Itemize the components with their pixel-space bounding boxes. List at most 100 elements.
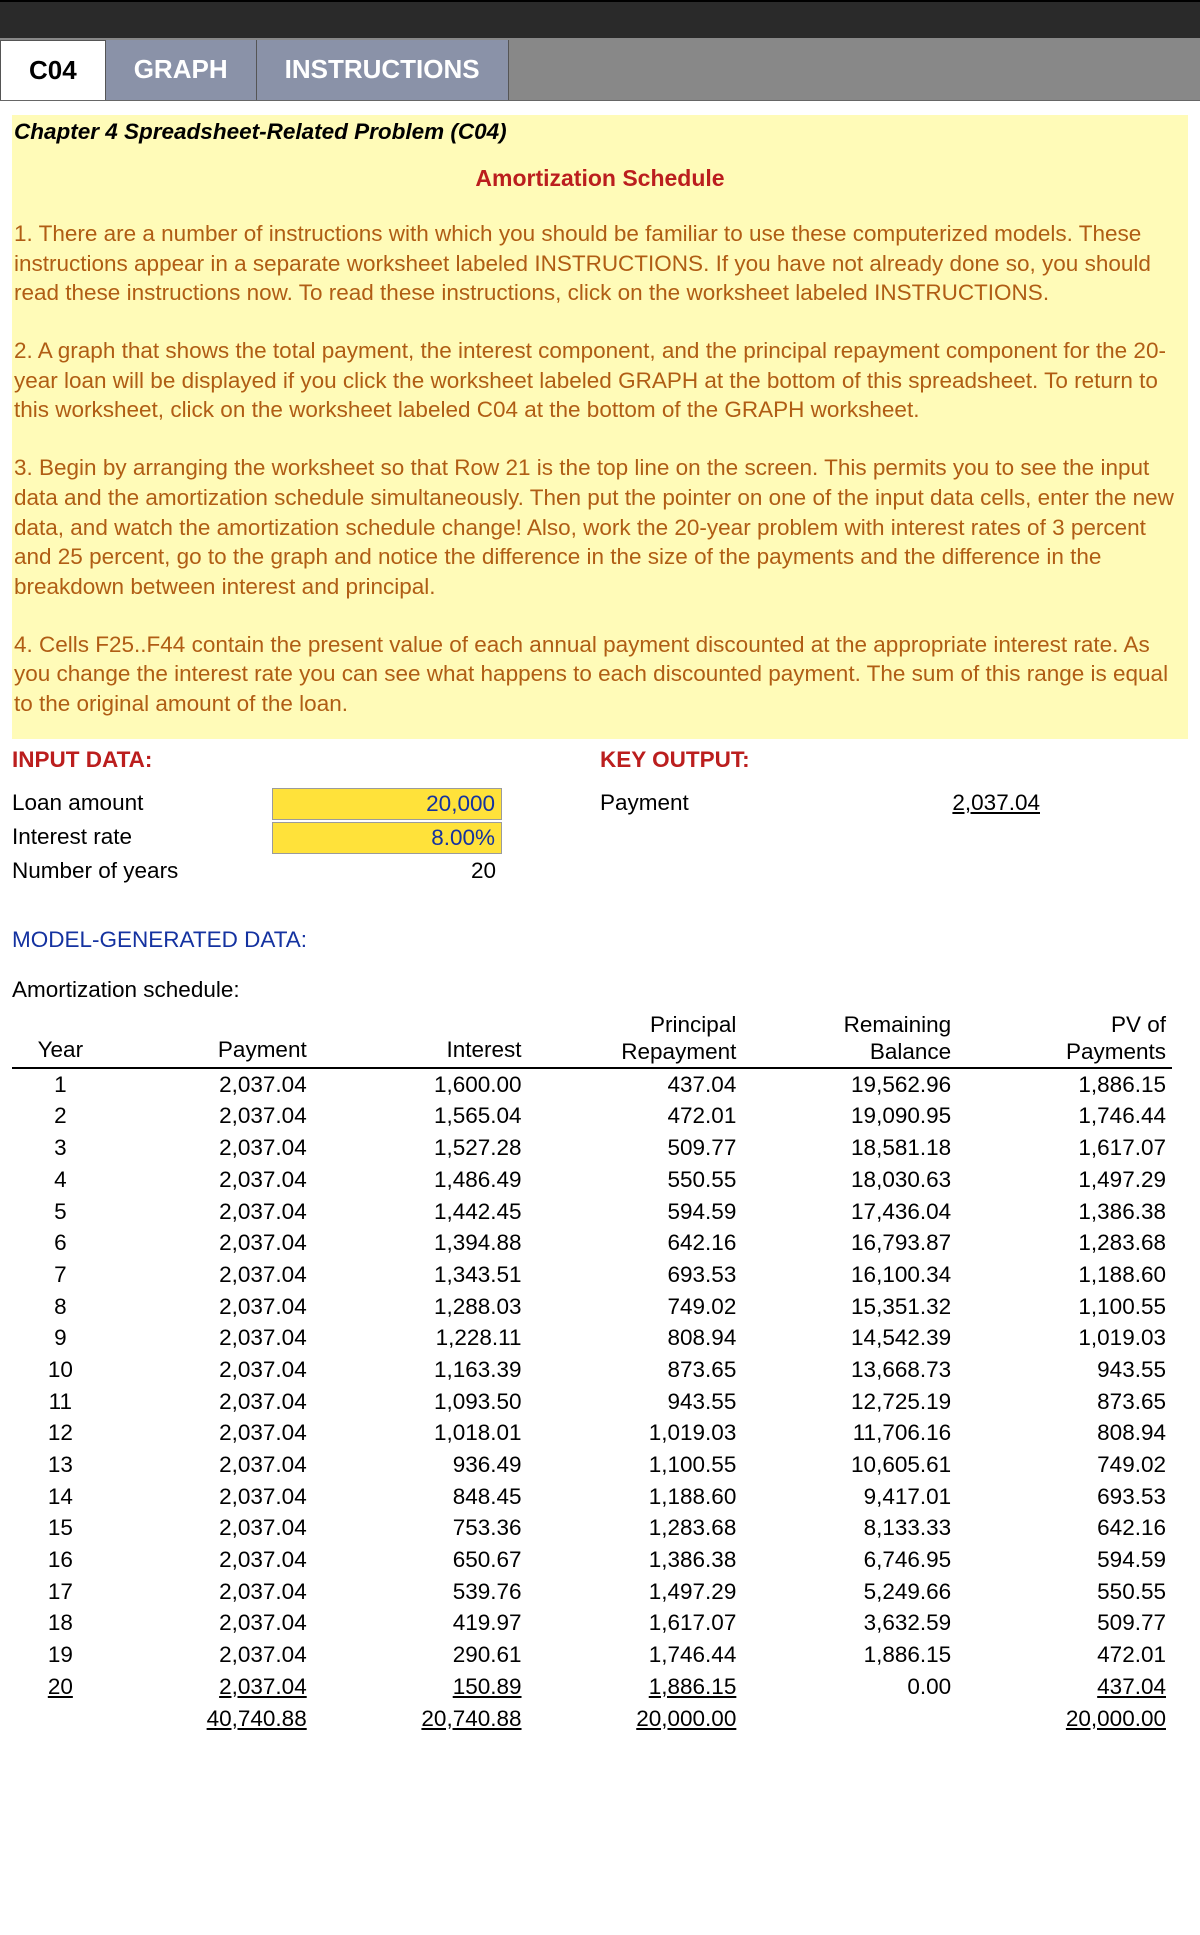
cell-interest: 1,288.03 [313,1291,528,1323]
cell-balance: 9,417.01 [742,1481,957,1513]
cell-principal: 1,283.68 [528,1512,743,1544]
interest-rate-value[interactable]: 8.00% [272,822,502,854]
cell-payment: 2,037.04 [109,1481,313,1513]
cell-year: 7 [12,1259,109,1291]
cell-balance: 13,668.73 [742,1354,957,1386]
cell-balance: 11,706.16 [742,1417,957,1449]
cell-year: 10 [12,1354,109,1386]
cell-payment: 2,037.04 [109,1291,313,1323]
cell-pv: 437.04 [957,1671,1172,1703]
cell-interest: 1,600.00 [313,1068,528,1101]
cell-pv: 1,746.44 [957,1100,1172,1132]
cell-pv: 1,188.60 [957,1259,1172,1291]
cell-year: 17 [12,1576,109,1608]
cell-principal: 808.94 [528,1322,743,1354]
cell-year: 16 [12,1544,109,1576]
cell-pv: 873.65 [957,1386,1172,1418]
table-row: 12,037.041,600.00437.0419,562.961,886.15 [12,1068,1172,1101]
cell-year: 18 [12,1607,109,1639]
cell-interest: 1,343.51 [313,1259,528,1291]
cell-pv: 693.53 [957,1481,1172,1513]
table-row: 182,037.04419.971,617.073,632.59509.77 [12,1607,1172,1639]
table-row: 112,037.041,093.50943.5512,725.19873.65 [12,1386,1172,1418]
instruction-3: 3. Begin by arranging the worksheet so t… [14,453,1186,601]
col-principal: PrincipalRepayment [528,1009,743,1068]
number-years-label: Number of years [12,856,272,886]
cell-payment: 2,037.04 [109,1386,313,1418]
cell-year: 19 [12,1639,109,1671]
cell-pv: 1,497.29 [957,1164,1172,1196]
cell-interest: 1,228.11 [313,1322,528,1354]
chapter-title: Chapter 4 Spreadsheet-Related Problem (C… [14,117,1186,147]
cell-payment: 2,037.04 [109,1068,313,1101]
cell-year: 2 [12,1100,109,1132]
cell-principal: 642.16 [528,1227,743,1259]
cell-payment: 2,037.04 [109,1512,313,1544]
cell-principal: 943.55 [528,1386,743,1418]
cell-pv: 749.02 [957,1449,1172,1481]
amortization-table: Year Payment Interest PrincipalRepayment… [12,1009,1172,1734]
cell-payment: 2,037.04 [109,1227,313,1259]
cell-payment: 2,037.04 [109,1576,313,1608]
col-year: Year [12,1009,109,1068]
number-years-value[interactable]: 20 [272,856,502,886]
worksheet-tabs: C04 GRAPH INSTRUCTIONS [0,38,1200,101]
cell-payment: 2,037.04 [109,1132,313,1164]
cell-payment: 2,037.04 [109,1196,313,1228]
table-row: 22,037.041,565.04472.0119,090.951,746.44 [12,1100,1172,1132]
cell-payment: 2,037.04 [109,1322,313,1354]
cell-principal: 550.55 [528,1164,743,1196]
cell-payment: 2,037.04 [109,1417,313,1449]
cell-payment: 2,037.04 [109,1449,313,1481]
tab-graph[interactable]: GRAPH [106,40,257,100]
cell-total: 20,000.00 [528,1703,743,1735]
cell-interest: 1,442.45 [313,1196,528,1228]
table-row: 172,037.04539.761,497.295,249.66550.55 [12,1576,1172,1608]
cell-total [12,1703,109,1735]
cell-pv: 1,386.38 [957,1196,1172,1228]
cell-interest: 539.76 [313,1576,528,1608]
cell-principal: 437.04 [528,1068,743,1101]
cell-pv: 808.94 [957,1417,1172,1449]
cell-year: 13 [12,1449,109,1481]
cell-total: 40,740.88 [109,1703,313,1735]
col-balance: RemainingBalance [742,1009,957,1068]
table-row: 162,037.04650.671,386.386,746.95594.59 [12,1544,1172,1576]
cell-principal: 1,188.60 [528,1481,743,1513]
cell-interest: 150.89 [313,1671,528,1703]
cell-principal: 594.59 [528,1196,743,1228]
cell-year: 9 [12,1322,109,1354]
cell-pv: 1,617.07 [957,1132,1172,1164]
col-payment: Payment [109,1009,313,1068]
payment-value: 2,037.04 [820,788,1040,818]
table-row: 62,037.041,394.88642.1616,793.871,283.68 [12,1227,1172,1259]
table-row: 142,037.04848.451,188.609,417.01693.53 [12,1481,1172,1513]
col-interest: Interest [313,1009,528,1068]
cell-balance: 12,725.19 [742,1386,957,1418]
table-row: 152,037.04753.361,283.688,133.33642.16 [12,1512,1172,1544]
cell-year: 14 [12,1481,109,1513]
cell-balance: 16,793.87 [742,1227,957,1259]
loan-amount-value[interactable]: 20,000 [272,788,502,820]
cell-balance: 0.00 [742,1671,957,1703]
cell-interest: 1,527.28 [313,1132,528,1164]
tab-instructions[interactable]: INSTRUCTIONS [257,40,509,100]
cell-pv: 642.16 [957,1512,1172,1544]
cell-payment: 2,037.04 [109,1164,313,1196]
cell-pv: 1,100.55 [957,1291,1172,1323]
loan-amount-label: Loan amount [12,788,272,820]
cell-interest: 1,163.39 [313,1354,528,1386]
input-output-row: INPUT DATA: Loan amount 20,000 Interest … [12,745,1188,886]
cell-interest: 1,093.50 [313,1386,528,1418]
cell-year: 12 [12,1417,109,1449]
tab-c04[interactable]: C04 [0,40,106,100]
window-top-bar [0,0,1200,38]
cell-principal: 1,886.15 [528,1671,743,1703]
cell-balance: 19,562.96 [742,1068,957,1101]
cell-total [742,1703,957,1735]
cell-pv: 594.59 [957,1544,1172,1576]
cell-balance: 14,542.39 [742,1322,957,1354]
cell-year: 5 [12,1196,109,1228]
cell-balance: 17,436.04 [742,1196,957,1228]
cell-total: 20,000.00 [957,1703,1172,1735]
